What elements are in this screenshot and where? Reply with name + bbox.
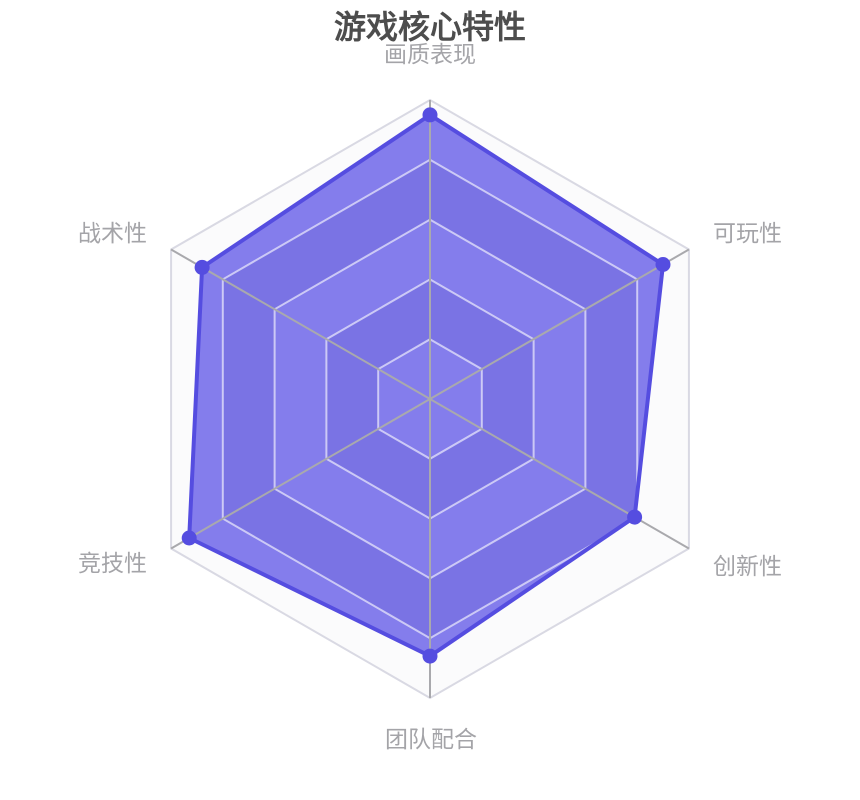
radar-data-points <box>181 107 671 664</box>
radar-series-area <box>189 114 663 657</box>
data-point-4[interactable] <box>181 530 197 546</box>
radar-axis-line <box>429 398 690 550</box>
axis-label-quality: 画质表现 <box>384 41 476 67</box>
radar-axis-labels: 游戏核心特性 画质表现 可玩性 创新性 团队配合 竞技性 战术性 <box>78 9 782 752</box>
data-point-2[interactable] <box>627 509 643 525</box>
data-point-0[interactable] <box>422 107 438 123</box>
radar-axis-spokes <box>170 100 690 698</box>
axis-label-competitive: 竞技性 <box>78 550 147 576</box>
radar-axis-line <box>170 248 431 400</box>
chart-title: 游戏核心特性 <box>334 9 526 45</box>
data-point-3[interactable] <box>422 648 438 664</box>
radar-axis-line <box>170 398 431 550</box>
data-point-5[interactable] <box>194 259 210 275</box>
axis-label-playability: 可玩性 <box>713 220 782 246</box>
axis-label-innovation: 创新性 <box>713 553 782 579</box>
axis-label-teamwork: 团队配合 <box>385 726 477 752</box>
radar-axis-line <box>429 248 690 400</box>
axis-label-tactics: 战术性 <box>78 220 147 246</box>
data-point-1[interactable] <box>655 257 671 272</box>
series-area <box>189 114 663 657</box>
